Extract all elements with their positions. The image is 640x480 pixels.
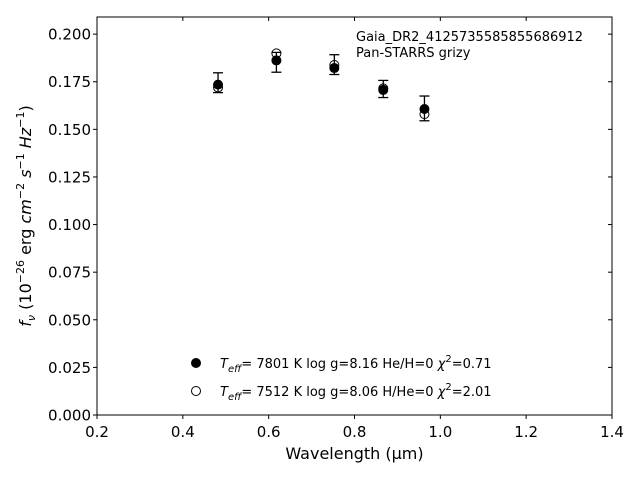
- legend-marker-filled: [191, 358, 201, 368]
- x-axis-label: Wavelength (μm): [285, 444, 423, 463]
- x-tick-label: 0.8: [343, 423, 367, 441]
- plot-frame: [96, 16, 613, 416]
- point-filled: [213, 79, 224, 90]
- legend-marker-open: [191, 386, 201, 396]
- y-tick-label: 0.125: [48, 168, 91, 186]
- x-tick-label: 1.0: [428, 423, 452, 441]
- y-tick-label: 0.200: [48, 26, 91, 44]
- y-tick-label: 0.150: [48, 121, 91, 139]
- point-open: [419, 109, 430, 120]
- point-open: [213, 82, 224, 93]
- y-tick-label: 0.175: [48, 73, 91, 91]
- annotation-line-2: Pan-STARRS grizy: [356, 46, 471, 61]
- y-axis: 0.000 0.025 0.050 0.075 0.100 0.125 0.150 0.175…: [48, 26, 612, 425]
- legend: Teff= 7801 K log g=8.16 He/H=0 χ2=0.71 T…: [191, 354, 492, 403]
- annotation-line-1: Gaia_DR2_4125735585855686912: [356, 30, 583, 45]
- legend-entry-2: Teff= 7512 K log g=8.06 H/He=0 χ2=2.01: [220, 382, 492, 403]
- x-tick-label: 0.6: [257, 423, 281, 441]
- y-axis-label: fν (10−26 erg cm−2 s−1 Hz−1): [14, 105, 38, 326]
- y-tick-label: 0.025: [48, 359, 91, 377]
- y-tick-label: 0.050: [48, 311, 91, 329]
- y-tick-label: 0.000: [48, 407, 91, 425]
- point-open: [271, 48, 282, 59]
- y-tick-label: 0.100: [48, 216, 91, 234]
- x-tick-label: 0.2: [85, 423, 109, 441]
- point-filled: [419, 103, 430, 114]
- data-marks: [213, 48, 430, 122]
- y-tick-label: 0.075: [48, 264, 91, 282]
- point-filled: [271, 55, 282, 66]
- point-open: [329, 59, 340, 70]
- x-tick-label: 1.2: [514, 423, 538, 441]
- point-open: [378, 83, 389, 94]
- x-tick-label: 1.4: [600, 423, 624, 441]
- x-axis: 0.2 0.4 0.6 0.8 1.0 1.2 1.4: [85, 17, 624, 441]
- point-filled: [329, 63, 340, 74]
- x-tick-label: 0.4: [171, 423, 195, 441]
- legend-entry-1: Teff= 7801 K log g=8.16 He/H=0 χ2=0.71: [220, 354, 492, 375]
